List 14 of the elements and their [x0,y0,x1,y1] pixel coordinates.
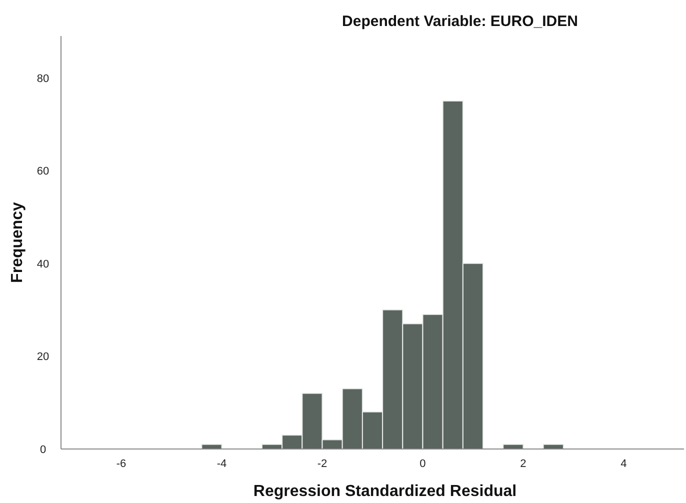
y-tick-label: 40 [36,258,50,270]
x-tick-label: 4 [620,458,627,470]
x-tick-label: -4 [216,458,227,470]
x-tick-label: 0 [420,458,426,470]
x-tick-label: 2 [520,458,526,470]
x-tick-label: -2 [317,458,328,470]
y-tick-label: 0 [40,444,46,456]
y-tick-label: 60 [36,166,50,178]
y-tick-label: 80 [36,72,50,85]
y-axis-title: Frequency [9,202,26,283]
chart-title: Dependent Variable: EURO_IDEN [342,13,578,30]
x-tick-label: -6 [116,458,126,470]
y-tick-label: 20 [36,351,50,364]
x-axis-title: Regression Standardized Residual [253,483,517,500]
